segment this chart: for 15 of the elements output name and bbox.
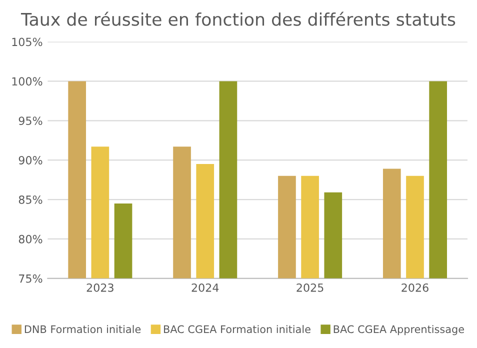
x-tick-label: 2025 [296, 283, 324, 292]
x-tick-label: 2024 [192, 283, 219, 292]
y-tick-label: 100% [12, 77, 42, 86]
x-tick-label: 2026 [402, 283, 428, 292]
y-tick-label: 105% [12, 38, 42, 46]
legend-label: DNB Formation initiale [24, 325, 141, 334]
chart-title: Taux de réussite en fonction des différents statuts [20, 12, 456, 26]
y-tick-label: 95% [18, 116, 42, 126]
legend-label: BAC CGEA Apprentissage [334, 325, 464, 336]
y-tick-label: 80% [18, 234, 42, 244]
y-tick-label: 75% [19, 274, 42, 283]
y-tick-label: 90% [18, 156, 42, 164]
legend-label: BAC CGEA Formation initiale [164, 325, 310, 334]
x-tick-label: 2023 [86, 283, 114, 292]
y-tick-label: 85% [18, 195, 42, 204]
